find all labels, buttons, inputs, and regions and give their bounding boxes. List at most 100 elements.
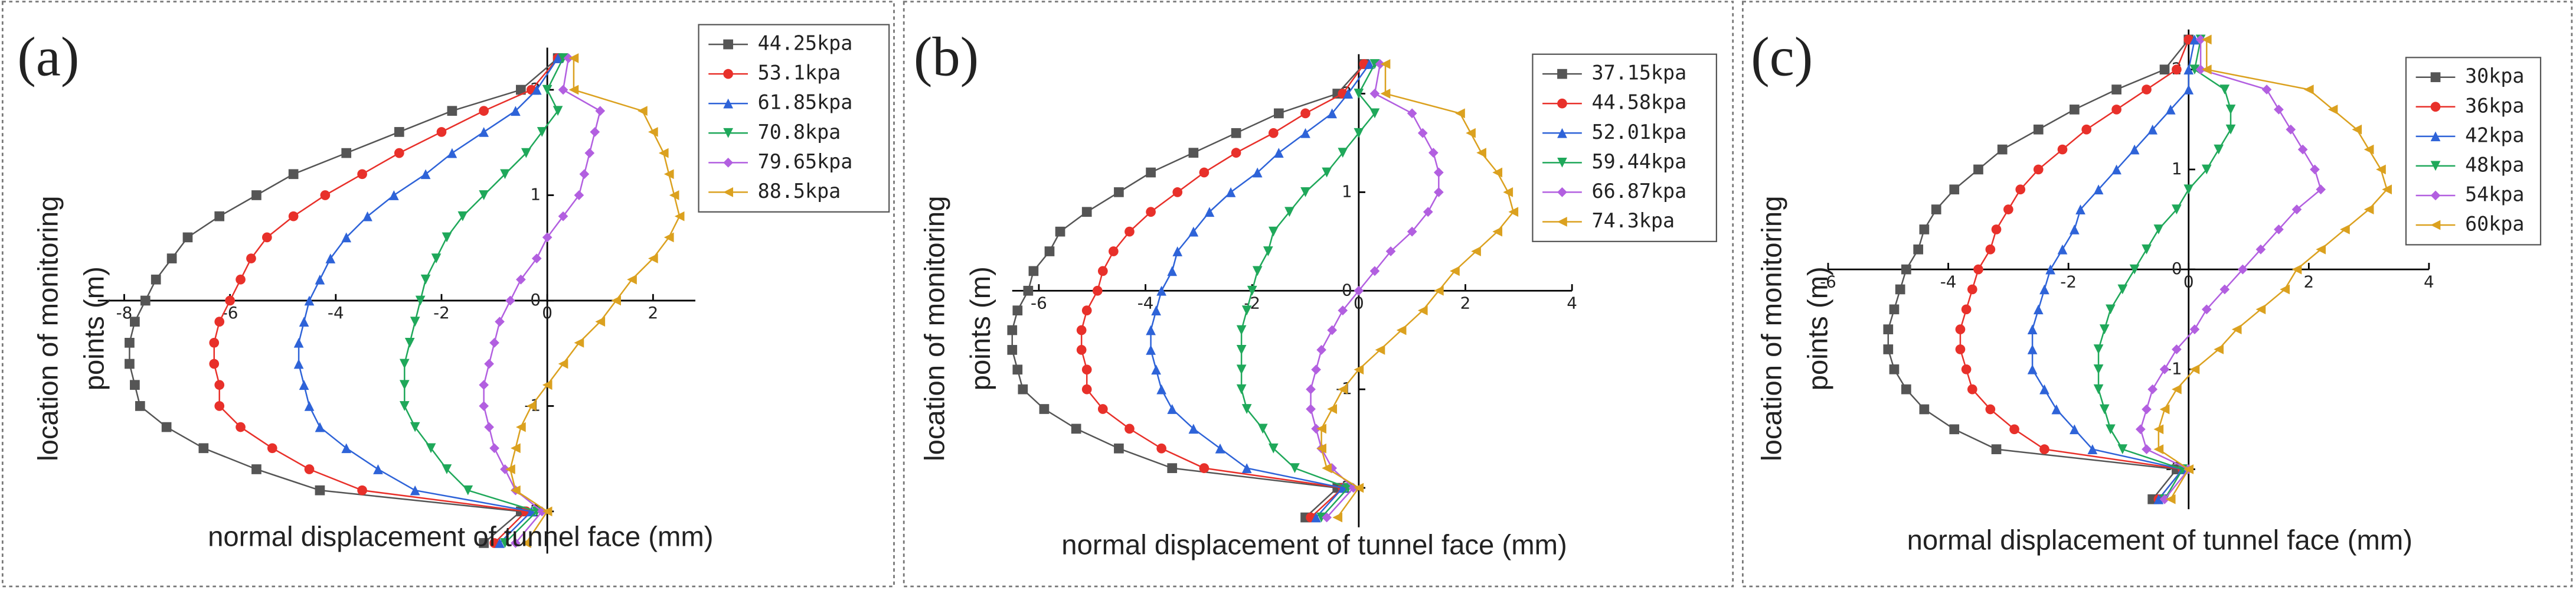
marker (542, 506, 553, 517)
x-tick-label: -4 (1137, 294, 1154, 313)
marker (1241, 305, 1252, 315)
marker (304, 401, 315, 411)
marker (447, 106, 457, 116)
marker (404, 337, 415, 348)
legend-label: 44.25kpa (758, 32, 853, 55)
marker (2183, 184, 2194, 195)
marker (1252, 266, 1263, 276)
panel-frame (903, 1, 1734, 588)
marker (1124, 423, 1135, 434)
marker (574, 190, 584, 200)
marker (399, 359, 410, 369)
marker (568, 53, 579, 63)
marker (2165, 105, 2176, 115)
marker (1124, 226, 1135, 237)
marker (2274, 224, 2284, 234)
marker (1503, 187, 1513, 197)
marker (2039, 284, 2049, 295)
marker (1156, 443, 1167, 454)
marker (214, 380, 225, 390)
marker (2106, 304, 2116, 315)
marker (505, 464, 515, 474)
marker (1007, 345, 1018, 355)
marker (526, 401, 537, 411)
y-tick-label: 0 (1342, 280, 1352, 299)
marker (1215, 443, 1225, 454)
legend-label: 36kpa (2465, 94, 2524, 117)
x-tick-label: 4 (2424, 272, 2434, 291)
marker (373, 464, 383, 474)
marker (1236, 345, 1247, 355)
marker (489, 337, 499, 348)
marker (341, 232, 352, 243)
x-tick-label: -6 (1031, 294, 1047, 313)
marker (1167, 404, 1178, 414)
x-tick-label: -4 (328, 303, 344, 322)
marker (2172, 204, 2182, 214)
y-axis-title: location of monitoring (32, 196, 64, 461)
marker (2286, 124, 2296, 135)
marker (2147, 384, 2158, 395)
marker (1188, 148, 1199, 158)
marker (2027, 324, 2038, 334)
marker (1364, 59, 1375, 69)
marker (1231, 148, 1241, 158)
marker (479, 380, 489, 390)
marker (1883, 324, 1894, 334)
marker (1257, 423, 1268, 434)
marker (579, 169, 590, 180)
marker (236, 274, 246, 285)
marker (1241, 404, 1252, 414)
marker (1557, 128, 1567, 138)
marker (500, 538, 510, 548)
marker (304, 295, 315, 306)
marker (1433, 285, 1444, 296)
marker (2214, 144, 2224, 155)
marker (1450, 266, 1460, 276)
marker (1354, 364, 1364, 375)
marker (2057, 244, 2068, 255)
marker (584, 148, 595, 158)
marker (1348, 483, 1359, 493)
marker (2117, 444, 2128, 454)
marker (479, 190, 489, 200)
marker (2327, 105, 2338, 115)
x-tick-label: -4 (1940, 272, 1957, 291)
marker (1274, 108, 1284, 119)
marker (2189, 364, 2200, 374)
marker (1081, 364, 1092, 375)
marker (568, 84, 579, 95)
marker (1327, 325, 1338, 335)
marker (1338, 384, 1348, 395)
marker (2225, 105, 2236, 115)
marker (2352, 124, 2362, 135)
marker (1508, 207, 1519, 217)
marker (251, 464, 261, 474)
marker (288, 211, 299, 221)
marker (1252, 167, 1263, 178)
marker (288, 169, 299, 180)
marker (140, 295, 151, 306)
marker (394, 148, 404, 158)
marker (2382, 184, 2392, 195)
marker (723, 69, 733, 79)
marker (1322, 463, 1332, 473)
x-tick-label: -2 (2060, 272, 2077, 291)
marker (723, 157, 733, 168)
panel-label: (a) (17, 26, 79, 87)
marker (1268, 226, 1279, 237)
marker (198, 443, 209, 454)
marker (2033, 164, 2044, 175)
marker (1044, 246, 1055, 256)
marker (1151, 305, 1161, 315)
marker (415, 295, 426, 306)
marker (2111, 84, 2121, 95)
marker (2159, 404, 2170, 415)
marker (130, 317, 140, 327)
legend-label: 70.8kpa (758, 120, 841, 144)
marker (658, 148, 669, 158)
marker (420, 274, 431, 285)
marker (1316, 345, 1326, 355)
marker (505, 295, 515, 306)
marker (2015, 184, 2026, 195)
